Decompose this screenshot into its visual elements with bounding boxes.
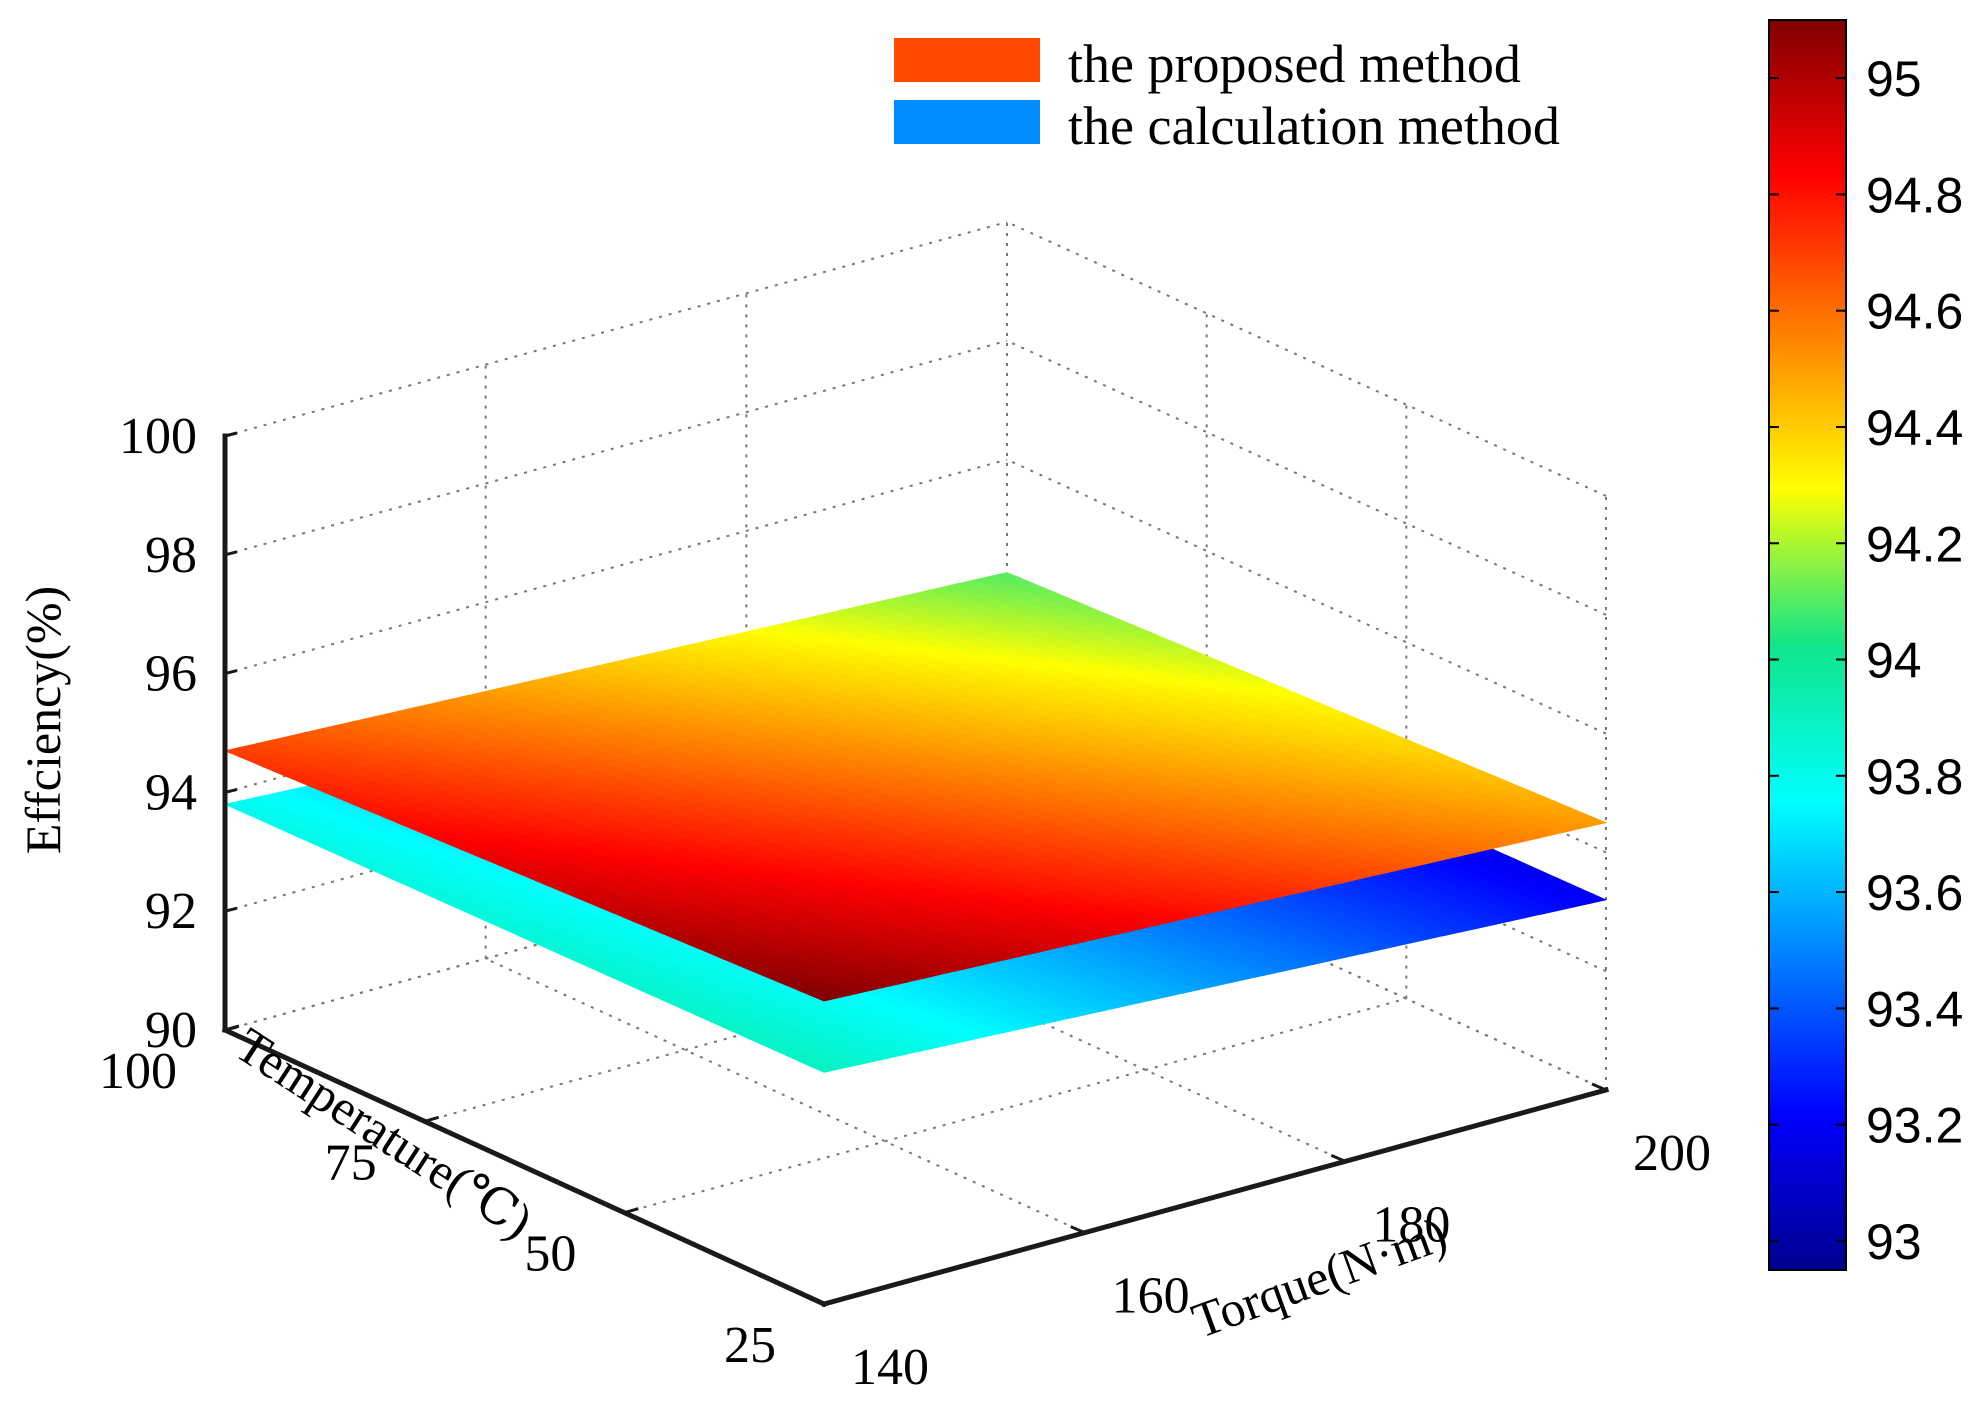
x-tick-mark bbox=[1591, 1082, 1607, 1092]
z-tick-mark bbox=[224, 669, 238, 676]
colorbar-tick-label: 94.4 bbox=[1866, 400, 1963, 456]
z-tick-label: 98 bbox=[145, 527, 197, 584]
grid-line-side-z bbox=[1006, 339, 1607, 616]
colorbar: 93 93.2 93.4 93.6 93.8 94 94.2 94.4 94.6 94.8 95 bbox=[1768, 19, 1963, 1271]
colorbar-tick-label: 93.4 bbox=[1866, 981, 1963, 1037]
surface-patch bbox=[1575, 817, 1608, 827]
y-tick-mark bbox=[224, 1024, 240, 1032]
z-tick-label: 90 bbox=[145, 1002, 197, 1059]
y-tick-label: 100 bbox=[99, 1043, 177, 1100]
x-tick-label: 140 bbox=[851, 1339, 929, 1396]
y-tick-label: 50 bbox=[524, 1226, 576, 1283]
colorbar-tick-label: 93.2 bbox=[1866, 1098, 1963, 1154]
x-tick-mark bbox=[1330, 1153, 1346, 1163]
colorbar-tick-label: 94 bbox=[1866, 633, 1922, 689]
grid-line-back-z bbox=[224, 339, 1008, 556]
surface-proposed bbox=[223, 572, 1608, 1002]
surface-patch bbox=[1575, 893, 1608, 904]
y-tick-label: 25 bbox=[724, 1317, 776, 1374]
colorbar-tick-label: 93.8 bbox=[1866, 749, 1963, 805]
z-tick-label: 92 bbox=[145, 883, 197, 940]
tick-labels-layer: 90 92 94 96 98 100 25 50 75 100 140 160 180 200 bbox=[99, 408, 1711, 1396]
legend-label-calculation: the calculation method bbox=[1068, 96, 1560, 156]
legend: the proposed method the calculation meth… bbox=[894, 34, 1560, 156]
z-tick-mark bbox=[224, 431, 238, 438]
colorbar-tick-label: 93 bbox=[1866, 1214, 1922, 1270]
grid-line-side-z bbox=[1006, 221, 1607, 497]
y-tick-label: 75 bbox=[325, 1134, 377, 1191]
y-tick-mark bbox=[424, 1115, 440, 1123]
z-tick-label: 100 bbox=[119, 408, 197, 465]
legend-swatch-calculation bbox=[894, 100, 1040, 144]
legend-swatch-proposed bbox=[894, 38, 1040, 82]
grid-line-back-z bbox=[224, 221, 1008, 437]
x-tick-label: 180 bbox=[1372, 1196, 1450, 1253]
z-tick-label: 94 bbox=[145, 764, 197, 821]
colorbar-tick-label: 94.6 bbox=[1866, 284, 1963, 340]
y-axis-line bbox=[221, 1026, 828, 1308]
colorbar-gradient bbox=[1768, 19, 1847, 1271]
y-tick-mark bbox=[623, 1207, 639, 1215]
colorbar-tick-label: 94.2 bbox=[1866, 516, 1963, 572]
surfaces-layer bbox=[223, 572, 1608, 1073]
x-axis-line bbox=[820, 1086, 1610, 1308]
x-axis-label: Torque(N·m) bbox=[1185, 1205, 1454, 1349]
x-tick-mark bbox=[809, 1296, 825, 1306]
z-tick-mark bbox=[224, 906, 238, 913]
z-tick-mark bbox=[224, 550, 238, 557]
legend-label-proposed: the proposed method bbox=[1068, 34, 1521, 94]
z-axis-label: Effciency(%) bbox=[15, 586, 71, 854]
colorbar-tick-label: 95 bbox=[1866, 51, 1922, 107]
colorbar-ticks: 93 93.2 93.4 93.6 93.8 94 94.2 94.4 94.6 94.8 95 bbox=[1769, 51, 1963, 1270]
x-tick-mark bbox=[1070, 1225, 1086, 1235]
x-tick-label: 200 bbox=[1633, 1125, 1711, 1182]
colorbar-tick-label: 93.6 bbox=[1866, 865, 1963, 921]
x-tick-label: 160 bbox=[1112, 1268, 1190, 1325]
colorbar-tick-label: 94.8 bbox=[1866, 167, 1963, 223]
z-tick-label: 96 bbox=[145, 646, 197, 703]
y-axis-label: Temperature(℃) bbox=[226, 1016, 543, 1249]
axes-layer bbox=[221, 431, 1610, 1308]
y-tick-mark bbox=[823, 1298, 839, 1306]
z-tick-mark bbox=[224, 787, 238, 794]
